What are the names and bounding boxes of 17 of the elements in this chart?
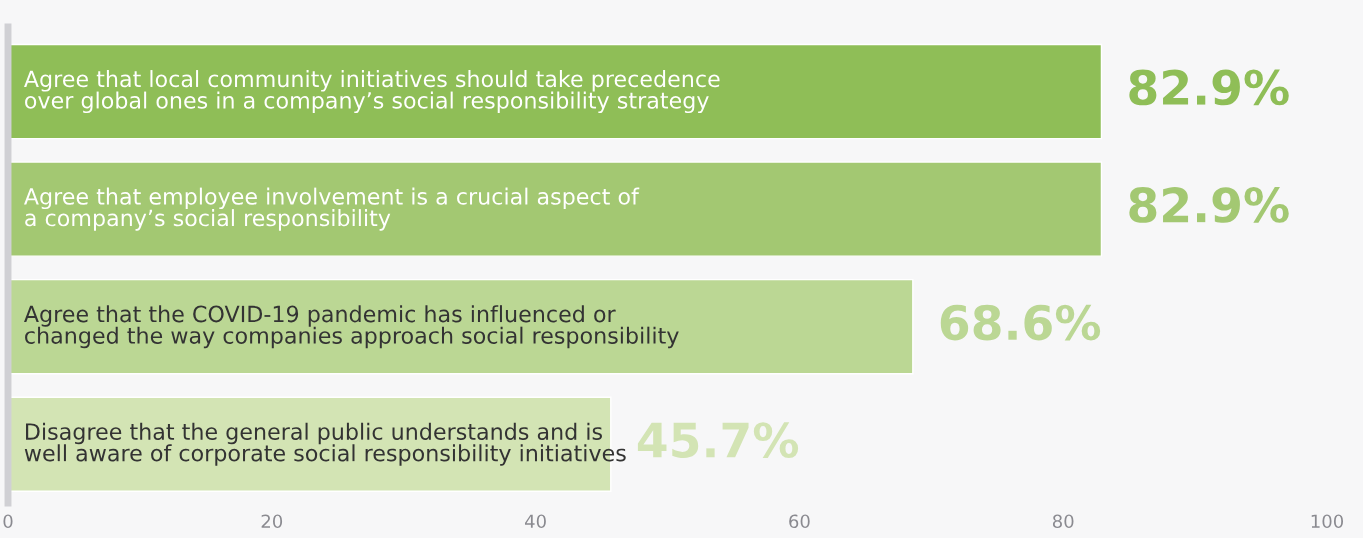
x-tick-label: 40 [525,514,546,529]
y-tick-label: Agree that local community initiatives should take precedence over global ones in a company’s social responsibility strategy [24,70,720,114]
bar [8,278,914,375]
x-tick-label: 0 [3,514,13,529]
bar [8,43,1103,140]
data-label: 45.7% [637,422,799,458]
x-tick-label: 100 [1311,514,1344,529]
x-tick-label: 60 [789,514,810,529]
y-tick-label: Agree that the COVID-19 pandemic has influenced or changed the way companies approach social responsibility [24,305,679,349]
y-tick-label: Agree that employee involvement is a crucial aspect of a company’s social responsibility [24,187,640,231]
data-label: 68.6% [940,304,1101,341]
x-tick-label: 80 [1052,514,1074,529]
bar [8,161,1103,257]
data-label: 82.9% [1129,69,1289,106]
y-tick-label: Disagree that the general public understands and is well aware of corporate social responsibility initiatives [24,422,626,466]
data-label: 82.9% [1129,187,1289,223]
x-tick-label: 20 [261,514,283,529]
